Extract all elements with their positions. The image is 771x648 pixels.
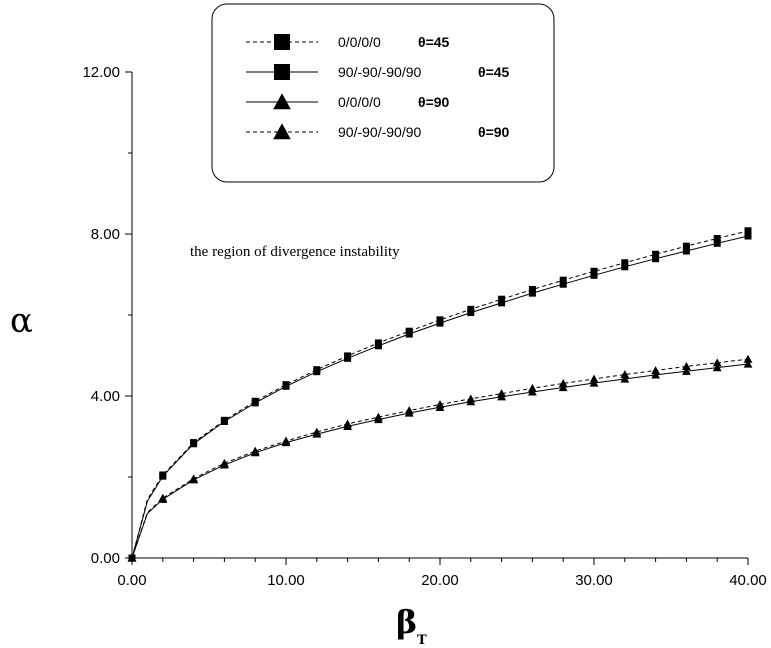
- legend-label: 0/0/0/0: [338, 94, 381, 110]
- y-tick-label: 0.00: [91, 550, 120, 567]
- data-point: [621, 263, 629, 271]
- data-point: [559, 276, 567, 284]
- y-tick-label: 8.00: [91, 226, 120, 243]
- data-point: [251, 399, 259, 407]
- data-point: [682, 362, 691, 371]
- legend-theta: θ=45: [478, 64, 510, 80]
- data-point: [497, 389, 506, 398]
- y-tick-label: 4.00: [91, 388, 120, 405]
- x-tick-label: 40.00: [729, 572, 767, 589]
- data-point: [713, 234, 721, 242]
- series-4: [127, 354, 753, 562]
- legend-box: [211, 3, 555, 183]
- data-point: [189, 474, 198, 483]
- data-point: [374, 342, 382, 350]
- data-point: [713, 239, 721, 247]
- data-point: [620, 370, 630, 379]
- data-point: [404, 406, 414, 415]
- series-1: [128, 227, 752, 562]
- data-point: [712, 363, 722, 372]
- data-point: [405, 330, 413, 338]
- legend-label: 90/-90/-90/90: [338, 64, 421, 80]
- data-point: [652, 250, 660, 258]
- x-tick-label: 10.00: [267, 572, 305, 589]
- data-point: [558, 379, 568, 388]
- data-point: [312, 427, 322, 436]
- legend-marker: [273, 93, 291, 110]
- data-point: [159, 472, 167, 480]
- data-point: [344, 354, 352, 362]
- data-point: [374, 412, 383, 421]
- data-point: [343, 419, 352, 428]
- tick-group: 0.00 10.00 20.00 30.00 40.00 0.00 4.00 8.00 12.0…: [82, 64, 766, 589]
- x-axis-subscript: T: [417, 633, 427, 648]
- data-point: [558, 383, 568, 392]
- series-line: [131, 358, 749, 559]
- data-point: [127, 553, 137, 562]
- y-axis-title: α: [10, 301, 33, 341]
- data-point: [682, 366, 691, 375]
- legend: 0/0/0/0 θ=45 90/-90/-90/90 θ=45 0/0/0/0 θ=90 9…: [246, 34, 510, 140]
- series-2: [128, 232, 752, 562]
- legend-marker: [273, 123, 291, 140]
- data-point: [498, 299, 506, 307]
- legend-label: 90/-90/-90/90: [338, 124, 421, 140]
- y-tick-label: 12.00: [82, 64, 120, 81]
- data-point: [744, 227, 752, 235]
- region-annotation: the region of divergence instability: [190, 244, 400, 260]
- data-point: [466, 394, 476, 403]
- series-3: [127, 359, 753, 562]
- series-layer: [127, 227, 753, 562]
- data-point: [743, 359, 753, 368]
- x-axis-title: β: [396, 603, 417, 641]
- data-point: [158, 493, 168, 502]
- data-point: [590, 267, 598, 275]
- data-point: [435, 400, 445, 409]
- data-point: [682, 247, 690, 255]
- data-point: [590, 271, 598, 279]
- data-point: [250, 446, 260, 455]
- data-point: [589, 378, 599, 387]
- data-point: [528, 289, 536, 297]
- legend-marker: [274, 64, 290, 80]
- data-point: [682, 242, 690, 250]
- x-tick-label: 30.00: [575, 572, 613, 589]
- legend-label: 0/0/0/0: [338, 34, 381, 50]
- legend-theta: θ=90: [418, 94, 450, 110]
- data-point: [651, 370, 660, 379]
- data-point: [652, 255, 660, 263]
- data-point: [220, 458, 229, 467]
- series-line: [131, 235, 749, 559]
- data-point: [281, 436, 291, 445]
- series-line: [131, 363, 749, 559]
- data-point: [282, 382, 290, 390]
- legend-marker: [274, 34, 290, 50]
- data-point: [467, 309, 475, 317]
- data-point: [744, 232, 752, 240]
- data-point: [589, 374, 599, 383]
- data-point: [528, 285, 536, 293]
- data-point: [651, 366, 660, 375]
- x-tick-label: 20.00: [421, 572, 459, 589]
- data-point: [220, 418, 228, 426]
- series-line: [131, 230, 749, 559]
- data-point: [190, 440, 198, 448]
- data-point: [620, 374, 630, 383]
- data-point: [743, 354, 753, 363]
- x-tick-label: 0.00: [117, 572, 146, 589]
- legend-theta: θ=45: [418, 34, 450, 50]
- data-point: [436, 319, 444, 327]
- legend-theta: θ=90: [478, 124, 510, 140]
- data-point: [621, 259, 629, 267]
- data-point: [712, 358, 722, 367]
- data-point: [498, 295, 506, 303]
- data-point: [313, 368, 321, 376]
- data-point: [559, 280, 567, 288]
- data-point: [528, 383, 537, 392]
